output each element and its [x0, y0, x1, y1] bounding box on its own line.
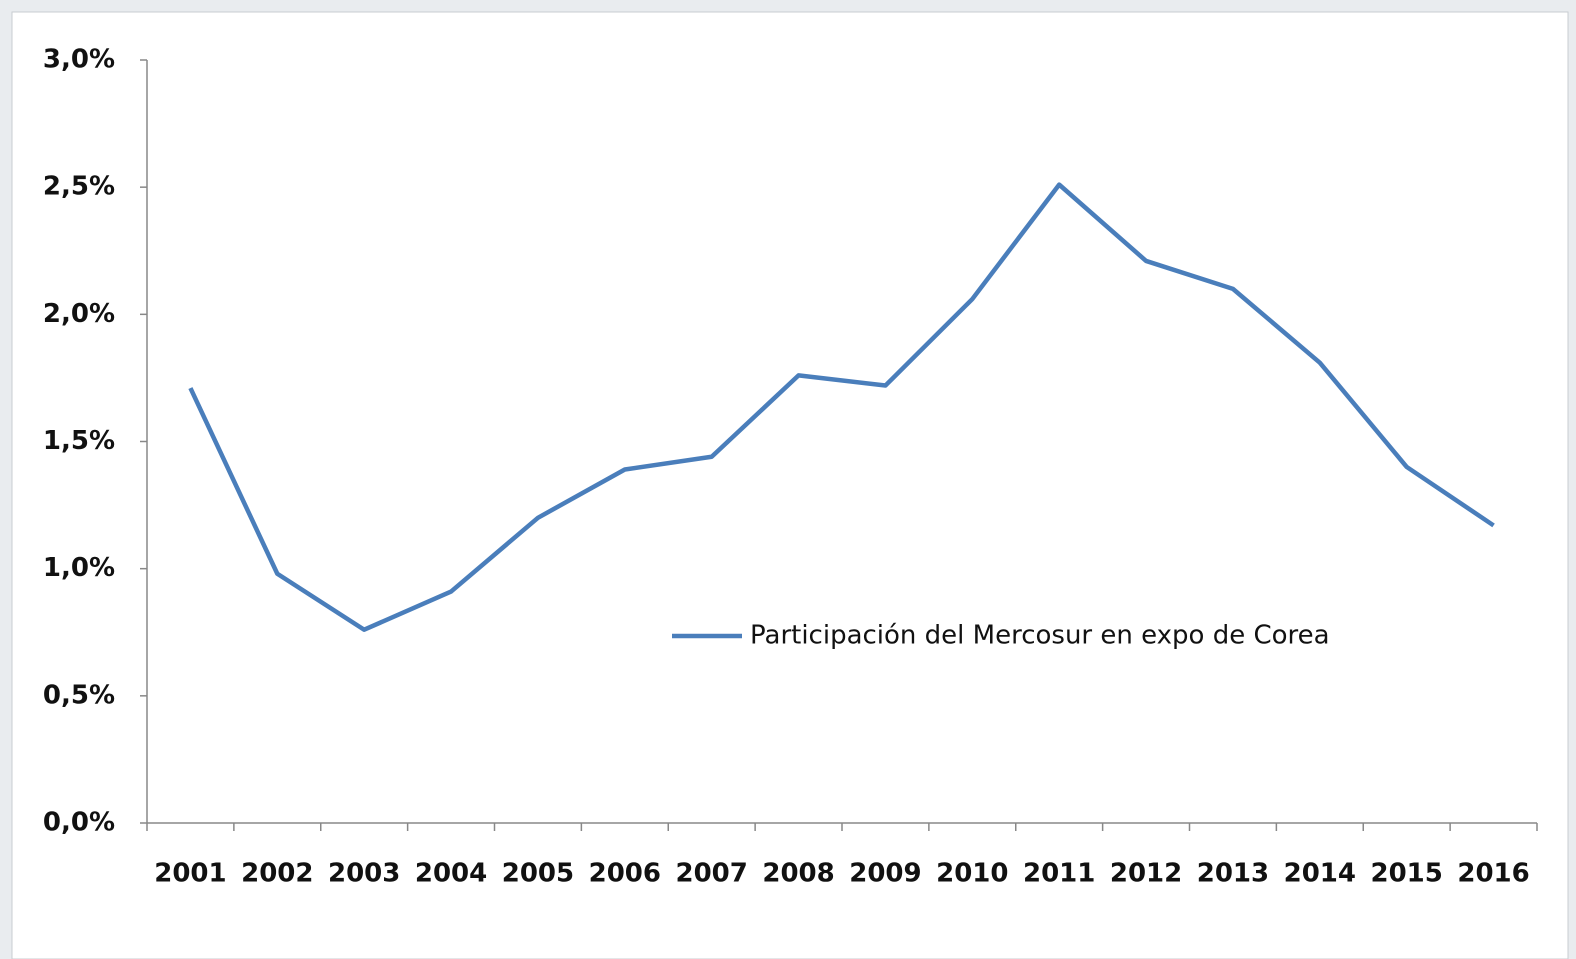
legend-label: Participación del Mercosur en expo de Co… — [750, 621, 1330, 651]
x-tick-label: 2004 — [415, 859, 487, 889]
y-tick-label: 3,0% — [43, 45, 115, 75]
y-tick-label: 0,5% — [43, 680, 115, 710]
chart-area — [11, 11, 1569, 959]
x-tick-label: 2002 — [241, 859, 313, 889]
data-line — [188, 182, 1495, 632]
y-tick-label: 2,5% — [43, 172, 115, 202]
y-tick-label: 2,0% — [43, 299, 115, 329]
x-tick-label: 2014 — [1284, 859, 1356, 889]
y-tick-label: 1,5% — [43, 426, 115, 456]
x-tick-label: 2007 — [676, 859, 748, 889]
x-tick-label: 2001 — [154, 859, 226, 889]
x-tick-label: 2009 — [849, 859, 921, 889]
y-tick-label: 0,0% — [43, 808, 115, 838]
x-tick-label: 2006 — [589, 859, 661, 889]
x-tick-label: 2016 — [1457, 859, 1529, 889]
x-tick-label: 2010 — [936, 859, 1008, 889]
x-tick-label: 2005 — [502, 859, 574, 889]
x-tick-label: 2013 — [1197, 859, 1269, 889]
y-tick-label: 1,0% — [43, 553, 115, 583]
x-tick-label: 2015 — [1371, 859, 1443, 889]
x-tick-label: 2012 — [1110, 859, 1182, 889]
x-tick-label: 2003 — [328, 859, 400, 889]
x-tick-label: 2008 — [762, 859, 834, 889]
x-tick-label: 2011 — [1023, 859, 1095, 889]
